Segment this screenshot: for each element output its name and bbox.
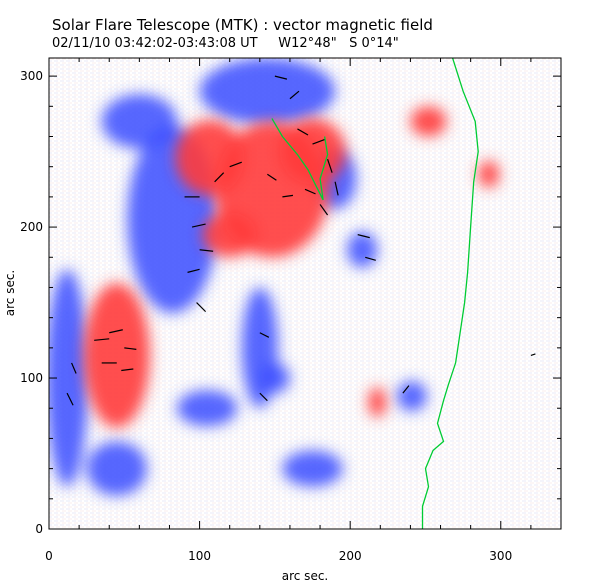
chart-title: Solar Flare Telescope (MTK) : vector mag… bbox=[52, 16, 433, 34]
positive-polarity-layer bbox=[83, 106, 500, 428]
field-vector bbox=[259, 392, 268, 402]
neutral-line-core bbox=[271, 118, 329, 201]
field-vector bbox=[530, 353, 536, 356]
field-vector bbox=[187, 268, 200, 273]
field-vector bbox=[289, 90, 300, 100]
y-tick-label: 300 bbox=[20, 69, 43, 83]
negative-region bbox=[282, 450, 343, 487]
field-vector bbox=[282, 194, 294, 198]
subtitle-latitude: S 0°14" bbox=[349, 36, 399, 51]
x-tick-label: 100 bbox=[188, 549, 211, 563]
x-tick-label: 300 bbox=[489, 549, 512, 563]
field-vector bbox=[297, 128, 309, 136]
field-vector bbox=[319, 204, 329, 216]
field-vector bbox=[109, 329, 123, 334]
field-vector bbox=[196, 302, 207, 313]
field-vector bbox=[312, 138, 325, 145]
vector-layer bbox=[66, 75, 536, 406]
x-tick-label: 200 bbox=[339, 549, 362, 563]
field-vector bbox=[214, 172, 225, 183]
negative-region bbox=[177, 390, 238, 427]
positive-region bbox=[202, 211, 257, 258]
y-tick-label: 200 bbox=[20, 220, 43, 234]
plot-frame bbox=[48, 57, 562, 530]
chart-subtitle: 02/11/10 03:42:02-03:43:08 UT W12°48" S … bbox=[52, 37, 399, 50]
y-tick-label: 100 bbox=[20, 371, 43, 385]
positive-region bbox=[83, 282, 150, 428]
field-vector bbox=[304, 188, 316, 195]
positive-region bbox=[368, 387, 387, 418]
field-vector bbox=[357, 234, 370, 239]
neutral-line-limb bbox=[421, 58, 479, 529]
y-tick-label: 0 bbox=[35, 522, 43, 536]
x-axis-label: arc sec. bbox=[282, 569, 328, 583]
field-vector bbox=[327, 158, 333, 173]
field-vector bbox=[229, 161, 242, 168]
neutral-line-layer bbox=[271, 58, 479, 529]
field-vector bbox=[267, 173, 277, 181]
positive-region bbox=[279, 118, 346, 185]
field-vector bbox=[94, 338, 110, 341]
field-vector bbox=[66, 392, 74, 406]
axes: 0 100 200 300 0 100 200 300 bbox=[20, 58, 561, 563]
x-tick-label: 0 bbox=[45, 549, 53, 563]
field-vector bbox=[71, 362, 77, 374]
field-vector bbox=[259, 332, 270, 338]
negative-region bbox=[199, 58, 336, 125]
field-vector bbox=[402, 385, 410, 394]
negative-region bbox=[86, 441, 147, 496]
field-vector bbox=[334, 181, 339, 196]
positive-region bbox=[478, 160, 500, 188]
field-vector bbox=[191, 223, 206, 228]
negative-region bbox=[101, 94, 177, 149]
field-vector bbox=[199, 249, 214, 252]
plot-area bbox=[49, 58, 561, 529]
negative-region bbox=[259, 362, 290, 394]
negative-region bbox=[396, 381, 427, 412]
positive-region bbox=[410, 106, 447, 137]
field-vector bbox=[365, 256, 376, 261]
field-vector bbox=[274, 75, 288, 80]
negative-region bbox=[49, 269, 89, 487]
negative-region bbox=[347, 231, 378, 268]
field-vector bbox=[124, 347, 137, 350]
subtitle-datetime: 02/11/10 03:42:02-03:43:08 UT bbox=[52, 36, 258, 51]
subtitle-longitude: W12°48" bbox=[278, 36, 337, 51]
y-axis-label: arc sec. bbox=[3, 270, 17, 316]
field-vector bbox=[121, 368, 134, 372]
